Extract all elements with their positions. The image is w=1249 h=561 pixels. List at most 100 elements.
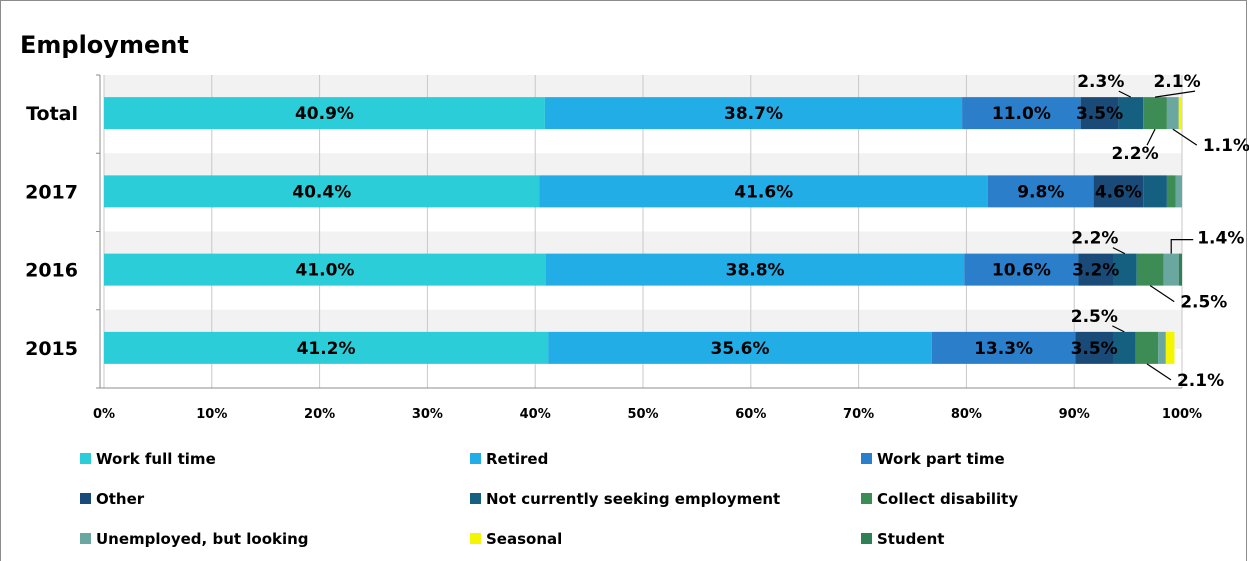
data-label: 9.8%	[1017, 182, 1064, 202]
bar-retired-total	[544, 97, 963, 130]
x-tick-label: 20%	[304, 407, 335, 422]
bar-seasonal-total	[1178, 97, 1182, 130]
data-label: 13.3%	[974, 339, 1033, 359]
data-label: 38.8%	[726, 261, 785, 281]
bar-unemployed-but-looking-total	[1166, 97, 1179, 130]
x-tick-label: 60%	[735, 407, 766, 422]
data-label: 41.2%	[297, 339, 356, 359]
data-label: 3.2%	[1072, 261, 1119, 281]
data-label: 2.5%	[1071, 307, 1118, 327]
data-label: 2.1%	[1153, 72, 1200, 92]
legend-label-other: Other	[96, 490, 145, 508]
data-label: 41.6%	[734, 182, 793, 202]
data-label: 40.4%	[292, 182, 351, 202]
data-label: 10.6%	[992, 261, 1051, 281]
legend-swatch-other	[80, 493, 91, 504]
legend-label-retired: Retired	[486, 450, 548, 468]
chart-title: Employment	[20, 31, 189, 59]
leader-line	[1112, 325, 1125, 333]
bar-work-full-time-2016	[104, 253, 546, 286]
data-label: 4.6%	[1095, 182, 1142, 202]
leader-line	[1112, 247, 1126, 255]
data-label: 38.7%	[724, 104, 783, 124]
leader-line	[1154, 90, 1196, 98]
category-label: 2017	[25, 181, 78, 203]
data-label: 3.5%	[1076, 104, 1123, 124]
data-label: 1.4%	[1197, 229, 1244, 249]
x-tick-label: 70%	[843, 407, 874, 422]
data-label: 2.5%	[1180, 293, 1227, 313]
bar-retired-2017	[539, 175, 988, 208]
x-tick-label: 30%	[412, 407, 443, 422]
legend-swatch-unemployed-but-looking	[80, 533, 91, 544]
bar-other-2015	[1075, 331, 1114, 364]
data-label: 1.1%	[1203, 136, 1249, 156]
legend-swatch-work-full-time	[80, 453, 91, 464]
bar-unemployed-but-looking-2017	[1175, 175, 1182, 208]
data-label: 11.0%	[992, 104, 1051, 124]
category-label: 2016	[25, 260, 78, 282]
bar-not-currently-seeking-employment-2016	[1113, 253, 1137, 286]
x-tick-label: 50%	[627, 407, 658, 422]
leader-line	[1170, 239, 1194, 254]
leader-line	[1149, 285, 1175, 303]
bar-work-part-time-2017	[987, 175, 1094, 208]
legend-label-not-currently-seeking-employment: Not currently seeking employment	[486, 490, 780, 508]
bar-not-currently-seeking-employment-2017	[1143, 175, 1167, 208]
data-label: 35.6%	[711, 339, 770, 359]
bar-other-total	[1080, 97, 1119, 130]
legend-swatch-not-currently-seeking-employment	[470, 493, 481, 504]
leader-line	[1172, 128, 1198, 146]
legend-label-work-part-time: Work part time	[877, 450, 1005, 468]
leader-line	[1118, 90, 1132, 98]
bar-unemployed-but-looking-2016	[1163, 253, 1179, 286]
data-label: 40.9%	[295, 104, 354, 124]
data-label: 2.2%	[1111, 144, 1158, 164]
legend-swatch-retired	[470, 453, 481, 464]
category-label: Total	[26, 103, 78, 125]
legend-label-seasonal: Seasonal	[486, 530, 562, 548]
bar-collect-disability-2015	[1135, 331, 1159, 364]
bar-not-currently-seeking-employment-2015	[1113, 331, 1136, 364]
bar-other-2016	[1078, 253, 1114, 286]
bar-unemployed-but-looking-2015	[1158, 331, 1166, 364]
legend-label-unemployed-but-looking: Unemployed, but looking	[96, 530, 309, 548]
bar-collect-disability-2017	[1166, 175, 1176, 208]
data-label: 3.5%	[1071, 339, 1118, 359]
bar-work-full-time-2015	[104, 331, 549, 364]
bar-collect-disability-total	[1143, 97, 1167, 130]
bar-collect-disability-2016	[1136, 253, 1164, 286]
data-label: 2.2%	[1071, 229, 1118, 249]
legend-swatch-seasonal	[470, 533, 481, 544]
bar-retired-2015	[548, 331, 932, 364]
bar-work-full-time-total	[104, 97, 545, 130]
x-tick-label: 80%	[951, 407, 982, 422]
legend-label-student: Student	[877, 530, 944, 548]
bar-not-currently-seeking-employment-total	[1118, 97, 1144, 130]
data-label: 41.0%	[295, 261, 354, 281]
legend-label-work-full-time: Work full time	[96, 450, 216, 468]
data-label: 2.1%	[1177, 371, 1224, 391]
legend-swatch-student	[861, 533, 872, 544]
bar-student-2016	[1178, 253, 1182, 286]
x-tick-label: 10%	[196, 407, 227, 422]
legend-swatch-collect-disability	[861, 493, 872, 504]
bar-work-part-time-total	[962, 97, 1081, 130]
category-label: 2015	[25, 338, 78, 360]
x-tick-label: 0%	[93, 407, 115, 422]
legend-label-collect-disability: Collect disability	[877, 490, 1018, 508]
leader-line	[1146, 363, 1172, 381]
x-tick-label: 40%	[520, 407, 551, 422]
data-label: 2.3%	[1077, 72, 1124, 92]
bar-other-2017	[1093, 175, 1144, 208]
bar-seasonal-2015	[1165, 331, 1175, 364]
bar-work-part-time-2015	[931, 331, 1076, 364]
x-tick-label: 100%	[1162, 407, 1202, 422]
bar-work-full-time-2017	[104, 175, 540, 208]
x-tick-label: 90%	[1059, 407, 1090, 422]
legend-swatch-work-part-time	[861, 453, 872, 464]
bar-retired-2016	[545, 253, 965, 286]
bar-work-part-time-2016	[964, 253, 1079, 286]
